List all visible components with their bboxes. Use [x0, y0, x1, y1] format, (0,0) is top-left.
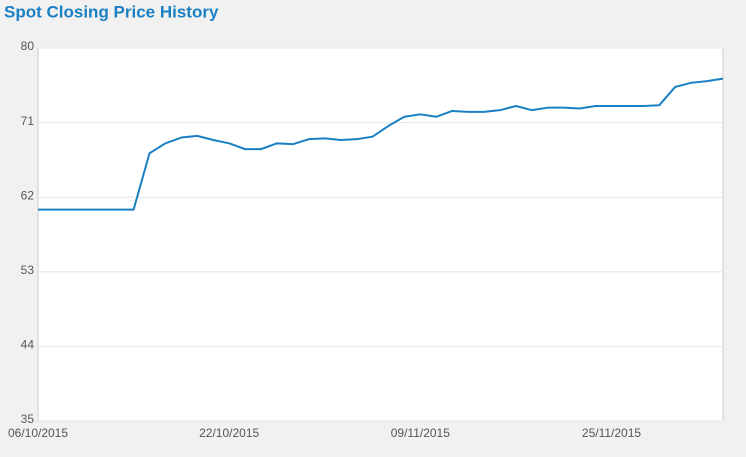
- chart-title: Spot Closing Price History: [4, 2, 219, 21]
- x-tick-label: 09/11/2015: [391, 426, 450, 440]
- x-tick-label: 06/10/2015: [8, 426, 68, 440]
- y-tick-label: 62: [21, 188, 35, 202]
- y-tick-label: 80: [21, 39, 35, 53]
- y-tick-label: 53: [21, 263, 35, 277]
- data-line: [38, 77, 724, 211]
- plot-area: [37, 47, 724, 422]
- y-tick-label: 35: [21, 412, 35, 426]
- y-tick-label: 71: [21, 114, 35, 128]
- y-tick-label: 44: [21, 338, 35, 352]
- x-tick-label: 25/11/2015: [582, 426, 641, 440]
- x-tick-label: 22/10/2015: [199, 426, 259, 440]
